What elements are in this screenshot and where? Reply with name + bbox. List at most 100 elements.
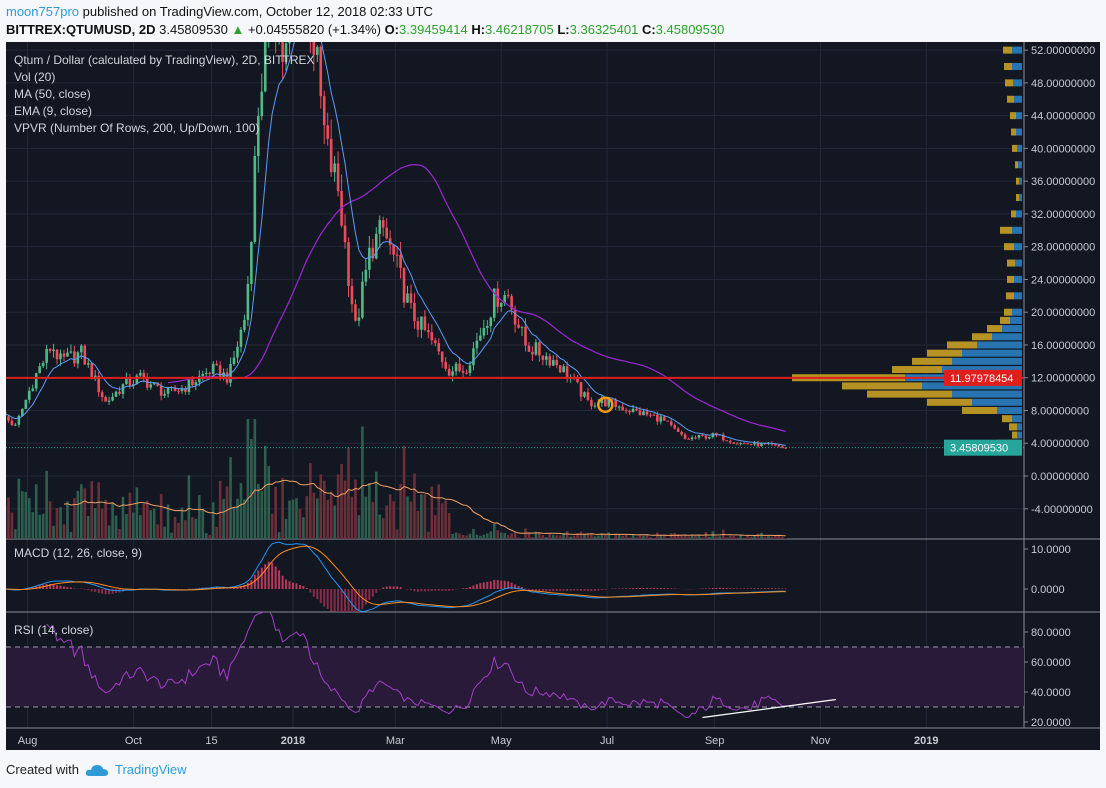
candle-body [322, 96, 326, 126]
candle-body [184, 388, 187, 392]
price-tick-label: 16.00000000 [1031, 340, 1095, 352]
price-tick-label: 0.00000000 [1031, 471, 1089, 483]
volume-bar [562, 532, 565, 539]
candle-body [211, 363, 215, 374]
volume-bar [340, 464, 343, 539]
candle-body [201, 374, 205, 377]
candle-body [465, 372, 468, 374]
volume-bar [569, 536, 572, 539]
candle-body [715, 433, 718, 435]
candle-body [7, 416, 10, 421]
volume-bar [780, 536, 784, 539]
candle-body [538, 342, 541, 356]
vpvr-up-bar [922, 382, 1022, 390]
volume-bar [159, 494, 163, 539]
vpvr-up-bar [1013, 79, 1022, 87]
time-label: Mar [386, 735, 405, 747]
legend-macd[interactable]: MACD (12, 26, close, 9) [14, 546, 143, 560]
candle-body [527, 345, 531, 352]
volume-bar [361, 426, 364, 539]
volume-bar [374, 471, 378, 539]
candle-body [173, 387, 177, 391]
volume-bar [250, 438, 253, 539]
candle-body [413, 302, 416, 322]
volume-bar [204, 533, 208, 539]
candle-body [17, 415, 21, 425]
volume-bar [583, 534, 586, 539]
candle-body [347, 242, 350, 287]
candle-body [739, 443, 742, 445]
volume-bar [66, 501, 69, 539]
candle-body [114, 391, 118, 397]
time-label: Jul [600, 735, 614, 747]
candle-body [354, 304, 357, 321]
candle-body [14, 424, 17, 426]
volume-bar [371, 501, 375, 539]
volume-bar [336, 474, 340, 539]
volume-bar [690, 534, 694, 539]
volume-bar [350, 496, 354, 539]
tradingview-link[interactable]: TradingView [114, 762, 187, 777]
volume-bar [277, 532, 281, 539]
candle-body [274, 1, 277, 36]
volume-bar [697, 535, 701, 539]
volume-bar [642, 535, 645, 539]
legend-volume[interactable]: Vol (20) [14, 70, 56, 84]
candle-body [31, 388, 35, 391]
ma50-line [167, 164, 786, 433]
legend-ema[interactable]: EMA (9, close) [14, 104, 93, 118]
volume-bar [128, 492, 132, 539]
volume-bar [621, 535, 624, 539]
volume-bar [319, 474, 323, 539]
candle-body [416, 321, 420, 330]
vpvr-down-bar [1015, 161, 1018, 169]
volume-bar [694, 535, 697, 539]
vpvr-up-bar [1016, 112, 1022, 120]
volume-bar [378, 514, 382, 539]
vpvr-down-bar [1012, 431, 1017, 439]
candle-body [236, 346, 239, 358]
candle-body [395, 254, 399, 256]
legend-series[interactable]: Qtum / Dollar (calculated by TradingView… [14, 53, 315, 67]
candle-body [128, 378, 132, 386]
candle-body [271, 0, 274, 1]
legend-rsi[interactable]: RSI (14, close) [14, 623, 94, 637]
volume-bar [486, 533, 489, 539]
volume-bar [59, 507, 62, 539]
volume-bar [760, 532, 763, 539]
vpvr-down-bar [1007, 275, 1014, 283]
volume-bar [236, 498, 239, 539]
volume-bar [708, 536, 711, 539]
vpvr-up-bar [1017, 431, 1022, 439]
volume-bar [774, 535, 777, 539]
low-value: 3.36325401 [569, 22, 639, 37]
volume-bar [354, 479, 357, 539]
author-link[interactable]: moon757pro [6, 4, 79, 19]
price-tick-label: 8.00000000 [1031, 405, 1089, 417]
candle-body [194, 382, 198, 386]
high-label: H: [471, 22, 486, 37]
candle-body [701, 434, 704, 436]
candle-body [704, 435, 708, 439]
candle-body [461, 370, 465, 373]
candle-body [80, 345, 83, 353]
volume-bar [333, 505, 336, 539]
macd-pane [6, 541, 787, 612]
vpvr-down-bar [1011, 210, 1016, 218]
candle-body [780, 446, 784, 448]
price-tick-label: 4.00000000 [1031, 438, 1089, 450]
time-label: 15 [205, 735, 217, 747]
legend-vpvr[interactable]: VPVR (Number Of Rows, 200, Up/Down, 100) [14, 121, 260, 135]
rsi-tick-label: 80.0000 [1031, 627, 1071, 639]
candle-body [534, 342, 538, 355]
volume-bar [125, 514, 128, 539]
rsi-tick-label: 60.0000 [1031, 657, 1071, 669]
candle-body [760, 443, 763, 447]
candle-body [638, 410, 642, 416]
candle-body [27, 390, 31, 400]
legend-ma[interactable]: MA (50, close) [14, 87, 91, 101]
ema9-line [6, 42, 786, 446]
main-legend: Qtum / Dollar (calculated by TradingView… [14, 52, 315, 137]
volume-bar [368, 482, 371, 539]
